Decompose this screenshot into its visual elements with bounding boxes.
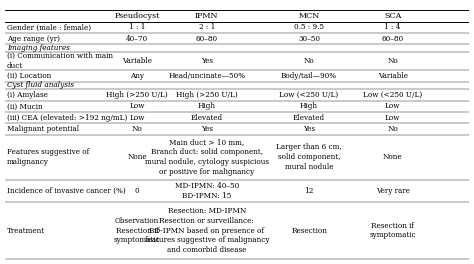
Text: No: No [387, 125, 398, 133]
Text: Imaging features: Imaging features [7, 44, 70, 52]
Text: High (>250 U/L): High (>250 U/L) [106, 91, 168, 99]
Text: Cyst fluid analysis: Cyst fluid analysis [7, 82, 74, 89]
Text: Main duct > 10 mm,
Branch duct: solid component,
mural nodule, cytology suspicio: Main duct > 10 mm, Branch duct: solid co… [145, 138, 269, 176]
Text: 1 : 4: 1 : 4 [384, 23, 401, 31]
Text: Incidence of invasive cancer (%): Incidence of invasive cancer (%) [7, 187, 126, 195]
Text: Low: Low [385, 102, 401, 110]
Text: Resection: Resection [291, 227, 327, 234]
Text: 60–80: 60–80 [196, 35, 218, 43]
Text: Very rare: Very rare [376, 187, 410, 195]
Text: No: No [132, 125, 143, 133]
Text: Variable: Variable [378, 72, 408, 80]
Text: 1 : 1: 1 : 1 [129, 23, 146, 31]
Text: MD-IPMN: 40–50
BD-IPMN: 15: MD-IPMN: 40–50 BD-IPMN: 15 [175, 182, 239, 200]
Text: Pseudocyst: Pseudocyst [114, 12, 160, 20]
Text: 40–70: 40–70 [126, 35, 148, 43]
Text: 0: 0 [135, 187, 139, 195]
Text: 30–50: 30–50 [298, 35, 320, 43]
Text: (i) Communication with main
duct: (i) Communication with main duct [7, 52, 113, 70]
Text: Age range (yr): Age range (yr) [7, 35, 60, 43]
Text: (ii) Location: (ii) Location [7, 72, 51, 80]
Text: Features suggestive of
malignancy: Features suggestive of malignancy [7, 148, 89, 166]
Text: Treatment: Treatment [7, 227, 45, 234]
Text: Low: Low [385, 114, 401, 122]
Text: Low: Low [129, 114, 145, 122]
Text: High (>250 U/L): High (>250 U/L) [176, 91, 237, 99]
Text: None: None [383, 153, 402, 161]
Text: 60–80: 60–80 [382, 35, 404, 43]
Text: No: No [387, 57, 398, 65]
Text: MCN: MCN [298, 12, 319, 20]
Text: 2 : 1: 2 : 1 [199, 23, 215, 31]
Text: No: No [304, 57, 314, 65]
Text: None: None [128, 153, 147, 161]
Text: High: High [300, 102, 318, 110]
Text: (iii) CEA (elevated: >192 ng/mL): (iii) CEA (elevated: >192 ng/mL) [7, 114, 128, 122]
Text: IPMN: IPMN [195, 12, 219, 20]
Text: High: High [198, 102, 216, 110]
Text: Observation
Resection if
symptomatic: Observation Resection if symptomatic [114, 217, 160, 244]
Text: Resection if
symptomatic: Resection if symptomatic [369, 222, 416, 239]
Text: Head/uncinate—50%: Head/uncinate—50% [168, 72, 246, 80]
Text: Resection: MD-IPMN
Resection or surveillance:
BD-IPMN based on presence of
featu: Resection: MD-IPMN Resection or surveill… [145, 207, 269, 254]
Text: 0.5 : 9.5: 0.5 : 9.5 [294, 23, 324, 31]
Text: (i) Amylase: (i) Amylase [7, 91, 48, 99]
Text: Any: Any [130, 72, 144, 80]
Text: Malignant potential: Malignant potential [7, 125, 79, 133]
Text: Body/tail—90%: Body/tail—90% [281, 72, 337, 80]
Text: Yes: Yes [201, 57, 213, 65]
Text: Elevated: Elevated [293, 114, 325, 122]
Text: Yes: Yes [303, 125, 315, 133]
Text: Low (<250 U/L): Low (<250 U/L) [363, 91, 422, 99]
Text: Low (<250 U/L): Low (<250 U/L) [279, 91, 338, 99]
Text: Low: Low [129, 102, 145, 110]
Text: Larger than 6 cm,
solid component,
mural nodule: Larger than 6 cm, solid component, mural… [276, 143, 342, 171]
Text: Gender (male : female): Gender (male : female) [7, 23, 91, 31]
Text: Variable: Variable [122, 57, 152, 65]
Text: Yes: Yes [201, 125, 213, 133]
Text: SCA: SCA [384, 12, 401, 20]
Text: (ii) Mucin: (ii) Mucin [7, 102, 43, 110]
Text: Elevated: Elevated [191, 114, 223, 122]
Text: 12: 12 [304, 187, 314, 195]
